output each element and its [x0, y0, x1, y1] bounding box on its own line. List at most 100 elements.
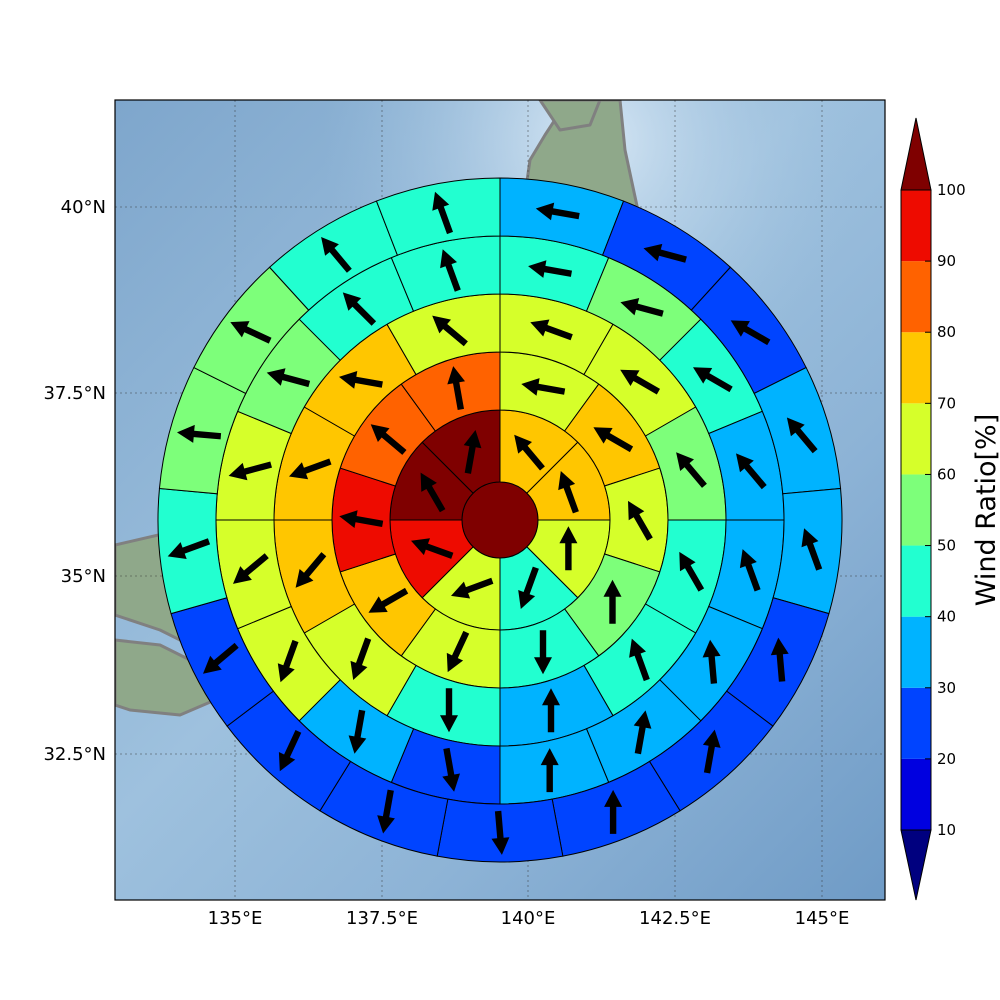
wind-arrow [289, 458, 332, 480]
y-axis-ticks: 40°N 37.5°N 35°N 32.5°N [43, 197, 106, 765]
wind-arrow [514, 434, 545, 471]
x-tick-label: 142.5°E [639, 908, 711, 929]
wind-arrow [350, 637, 372, 680]
wind-arrow [420, 472, 446, 513]
colorbar-label: Wind Ratio[%] [971, 414, 1000, 606]
wind-arrow [593, 427, 634, 453]
wind-arrow [451, 577, 494, 599]
sector-cell [772, 487, 843, 615]
wind-arrow [739, 549, 761, 592]
y-tick-label: 40°N [61, 197, 106, 218]
colorbar-extend-min [900, 829, 932, 901]
wind-arrow [295, 552, 327, 588]
colorbar-tick-label: 100 [937, 181, 966, 199]
wind-arrow [542, 688, 560, 733]
wind-arrow [604, 789, 623, 834]
wind-arrow [446, 630, 470, 673]
colorbar [900, 117, 932, 901]
wind-arrow [521, 378, 566, 396]
colorbar-segment [901, 403, 931, 475]
wind-arrow [440, 688, 458, 733]
wind-arrow [377, 789, 395, 834]
wind-arrow [559, 526, 578, 571]
wind-arrow [676, 452, 707, 488]
colorbar-tick-label: 10 [937, 821, 956, 839]
colorbar-extend-max [900, 117, 932, 191]
wind-arrow [278, 730, 302, 772]
wind-arrow [411, 538, 454, 559]
colorbar-tick-label: 20 [937, 750, 956, 768]
wind-arrow [534, 630, 552, 675]
colorbar-segment [901, 758, 931, 830]
wind-arrow [491, 810, 510, 855]
wind-arrow [342, 292, 377, 326]
map-frame [114, 99, 886, 901]
wind-arrow [540, 748, 559, 793]
colorbar-tick-label: 90 [937, 252, 956, 270]
wind-arrow [770, 637, 789, 682]
x-tick-label: 145°E [795, 908, 850, 929]
colorbar-tick-label: 60 [937, 465, 956, 483]
wind-arrow [801, 528, 823, 571]
wind-arrow [679, 551, 705, 592]
wind-arrow [432, 191, 453, 235]
wind-arrow [558, 471, 579, 514]
wind-arrow [177, 424, 222, 443]
wind-arrow [368, 587, 409, 613]
y-tick-label: 35°N [61, 566, 106, 587]
x-tick-label: 137.5°E [346, 908, 418, 929]
sector-cell [157, 487, 228, 615]
colorbar-segment [901, 190, 931, 262]
wind-arrow [603, 579, 622, 624]
wind-arrow [528, 260, 572, 278]
wind-arrow [203, 642, 239, 674]
wind-arrow [348, 709, 367, 754]
wind-arrow [693, 367, 733, 393]
colorbar-segment [901, 616, 931, 688]
wind-arrow [233, 553, 269, 584]
colorbar-tick-label: 30 [937, 679, 956, 697]
wind-arrow [633, 710, 652, 755]
x-axis-ticks: 135°E 137.5°E 140°E 142.5°E 145°E [208, 908, 850, 929]
colorbar-tick-label: 70 [937, 394, 956, 412]
y-tick-label: 37.5°N [43, 383, 106, 404]
wind-arrow [321, 237, 352, 273]
colorbar-tick-label: 40 [937, 608, 956, 626]
wind-arrow [629, 638, 650, 682]
wind-arrow [786, 417, 818, 454]
wind-arrow [230, 321, 272, 344]
colorbar-frame [900, 189, 932, 831]
colorbar-segment [901, 261, 931, 333]
wind-arrow [339, 510, 384, 528]
wind-arrow [535, 202, 580, 221]
wind-arrow [339, 371, 383, 389]
wind-arrow [442, 747, 460, 792]
wind-arrow [228, 461, 272, 481]
colorbar-segment [901, 332, 931, 404]
y-tick-label: 32.5°N [43, 744, 106, 765]
sector-cell [375, 177, 501, 256]
wind-arrow [518, 566, 539, 609]
wind-arrow [643, 243, 687, 263]
wind-arrow [736, 453, 767, 490]
wind-arrow [463, 430, 482, 474]
wind-arrow [628, 500, 653, 541]
wind-arrow [167, 538, 211, 559]
wind-direction-arrows [167, 191, 823, 855]
colorbar-tick-label: 80 [937, 323, 956, 341]
wind-arrow [620, 298, 664, 317]
wind-arrow [730, 320, 771, 346]
wind-arrow [530, 319, 573, 341]
wind-arrow [620, 369, 660, 395]
x-tick-label: 135°E [208, 908, 263, 929]
colorbar-segment [901, 545, 931, 617]
wind-arrow [266, 368, 311, 388]
colorbar-segment [901, 687, 931, 759]
wind-arrow [432, 315, 468, 347]
wind-arrow [702, 729, 721, 774]
wind-ratio-sectors [157, 177, 843, 863]
x-tick-label: 140°E [501, 908, 556, 929]
colorbar-tick-label: 50 [937, 537, 956, 555]
wind-arrow [370, 424, 407, 455]
